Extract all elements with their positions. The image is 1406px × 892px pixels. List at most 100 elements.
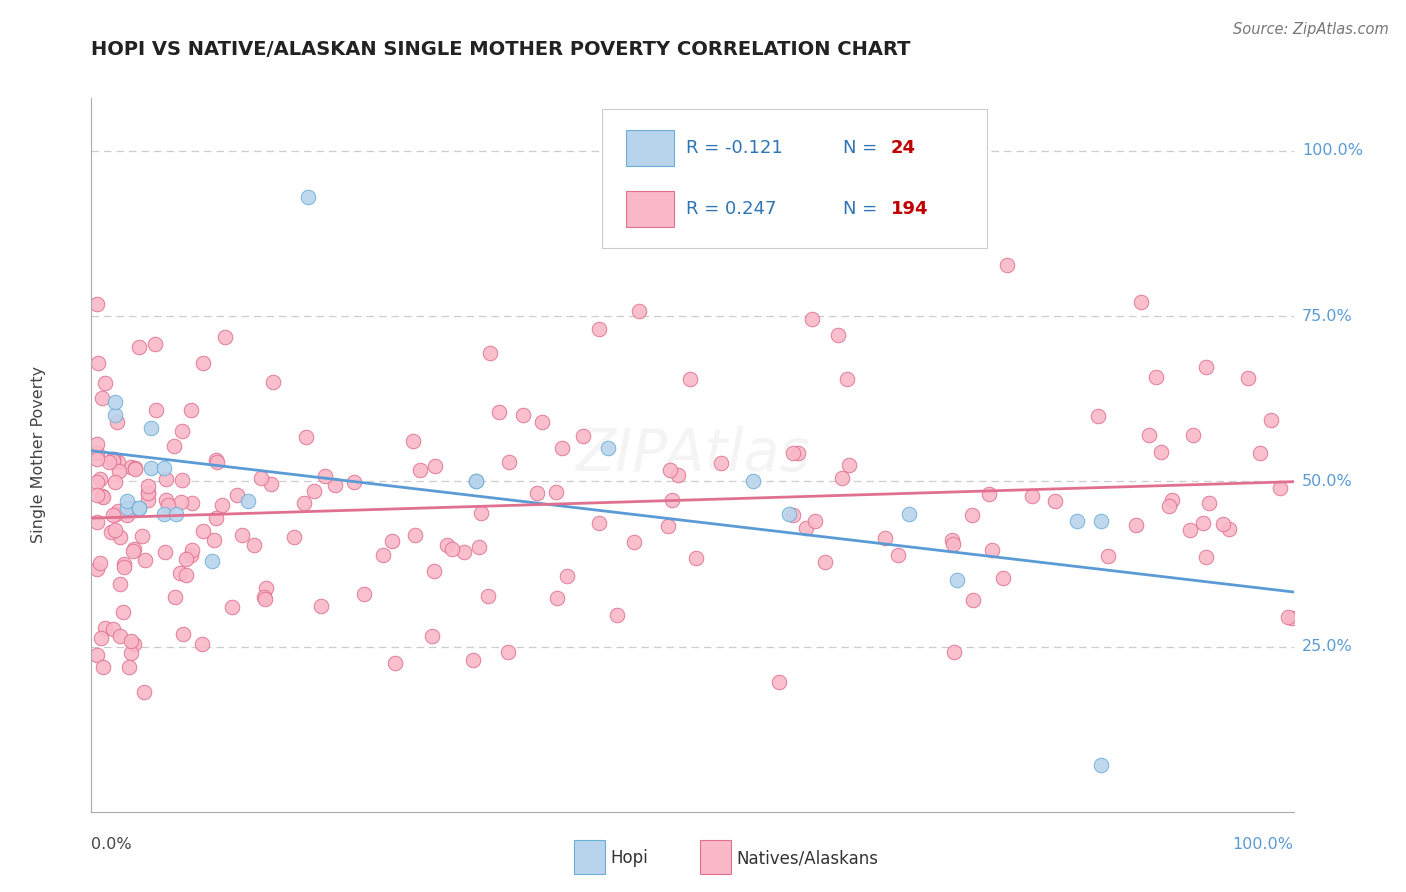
Point <box>353 587 375 601</box>
Point <box>90 391 112 405</box>
Point <box>800 312 823 326</box>
Point <box>205 511 228 525</box>
Point <box>191 524 214 538</box>
Point <box>314 469 336 483</box>
Point <box>381 534 404 549</box>
Point <box>572 429 595 443</box>
Point <box>304 483 326 498</box>
Point <box>838 458 860 473</box>
Point <box>1157 500 1180 514</box>
Point <box>786 446 808 460</box>
Point <box>1277 609 1299 624</box>
Point <box>498 455 520 469</box>
Point <box>343 475 366 489</box>
Point <box>86 648 108 662</box>
Point <box>172 473 194 487</box>
Point <box>98 455 121 469</box>
Point <box>128 500 150 515</box>
Point <box>207 455 229 469</box>
Point <box>86 445 108 459</box>
Point <box>292 496 315 510</box>
Point <box>897 508 920 522</box>
Point <box>91 491 114 505</box>
Point <box>181 495 204 509</box>
Point <box>741 475 763 489</box>
Point <box>679 372 702 386</box>
Point <box>1144 369 1167 384</box>
Point <box>1066 514 1088 528</box>
Point <box>465 475 488 489</box>
Point <box>100 525 122 540</box>
Text: 100.0%: 100.0% <box>1233 837 1294 852</box>
Point <box>768 674 790 689</box>
Point <box>136 492 159 507</box>
Point <box>253 590 276 604</box>
Point <box>814 555 837 569</box>
Point <box>409 463 432 477</box>
Point <box>1087 409 1109 423</box>
Point <box>710 456 733 470</box>
Text: 24: 24 <box>891 139 915 157</box>
Point <box>1045 494 1067 508</box>
Point <box>551 441 574 455</box>
Point <box>283 529 305 543</box>
FancyBboxPatch shape <box>602 109 987 248</box>
Point <box>104 524 127 538</box>
Point <box>995 258 1018 272</box>
Point <box>124 461 146 475</box>
Point <box>436 538 458 552</box>
Point <box>1281 610 1303 624</box>
Point <box>152 461 174 475</box>
Point <box>1178 523 1201 537</box>
Point <box>886 548 908 562</box>
Point <box>136 479 159 493</box>
Point <box>93 621 115 635</box>
Point <box>468 541 491 555</box>
Point <box>512 409 534 423</box>
Point <box>115 508 138 522</box>
Point <box>402 434 425 449</box>
Point <box>1130 294 1153 309</box>
Point <box>124 462 146 476</box>
Point <box>309 599 332 614</box>
Point <box>371 548 394 562</box>
Point <box>243 538 266 552</box>
Point <box>658 463 681 477</box>
Point <box>1195 550 1218 565</box>
Text: Natives/Alaskans: Natives/Alaskans <box>737 849 879 867</box>
Point <box>827 327 849 342</box>
Point <box>837 372 859 386</box>
Point <box>1161 492 1184 507</box>
Text: Single Mother Poverty: Single Mother Poverty <box>31 367 46 543</box>
Point <box>145 402 167 417</box>
Point <box>941 533 963 548</box>
Point <box>86 296 108 310</box>
Point <box>221 600 243 615</box>
Point <box>231 527 253 541</box>
Text: 50.0%: 50.0% <box>1302 474 1353 489</box>
Point <box>1097 549 1119 563</box>
Point <box>138 486 160 500</box>
Point <box>1137 428 1160 442</box>
Point <box>946 574 969 588</box>
Point <box>103 451 125 466</box>
Point <box>136 486 159 500</box>
Point <box>384 656 406 670</box>
Point <box>101 453 124 467</box>
Text: 194: 194 <box>891 200 928 218</box>
Point <box>943 645 966 659</box>
Point <box>627 304 650 318</box>
Point <box>1195 359 1218 374</box>
Text: 75.0%: 75.0% <box>1302 309 1353 324</box>
Point <box>170 424 193 438</box>
Point <box>86 562 108 576</box>
Point <box>420 629 443 643</box>
Point <box>104 409 127 423</box>
FancyBboxPatch shape <box>626 130 675 166</box>
Point <box>155 492 177 507</box>
Point <box>623 534 645 549</box>
Point <box>155 471 177 485</box>
Point <box>1268 481 1291 495</box>
Point <box>91 489 114 503</box>
Point <box>193 355 215 369</box>
